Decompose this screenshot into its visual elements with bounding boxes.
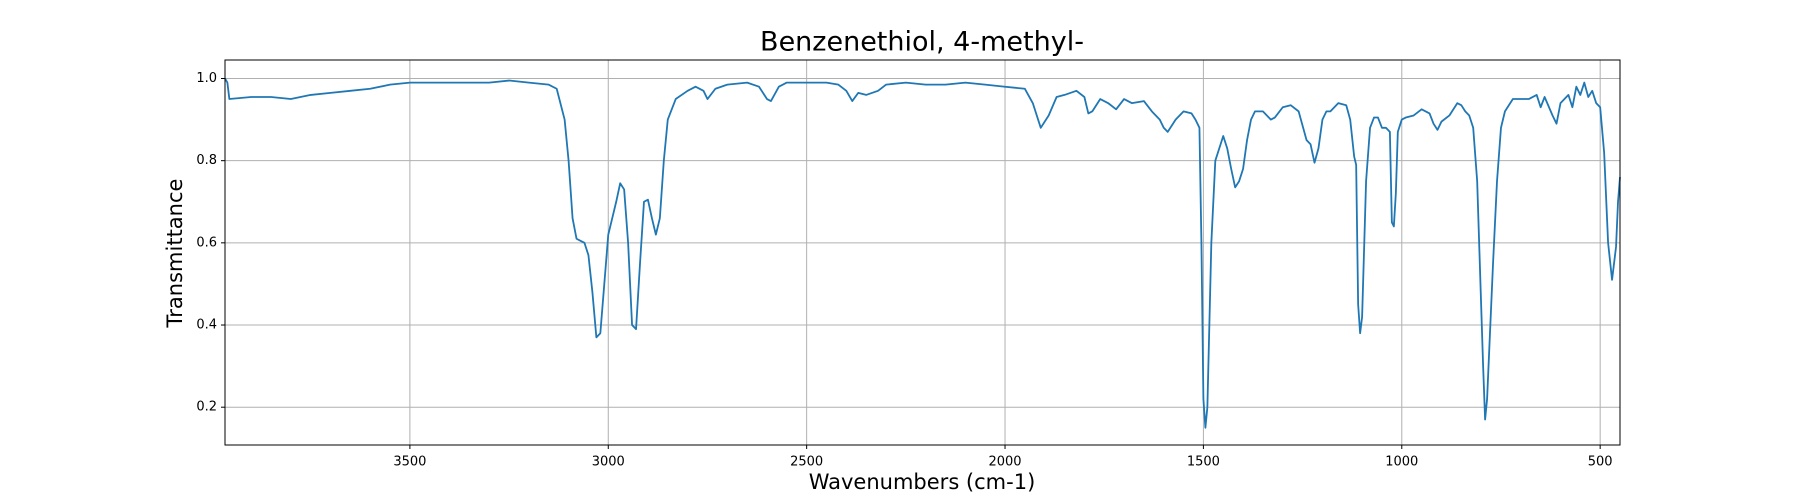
x-tick-label: 2500 — [790, 455, 823, 470]
x-tick-label: 3000 — [592, 455, 625, 470]
x-tick-label: 2000 — [988, 455, 1021, 470]
y-tick-label: 0.6 — [196, 235, 217, 250]
x-tick-label: 3500 — [393, 455, 426, 470]
x-tick-label: 500 — [1588, 455, 1613, 470]
x-axis-label: Wavenumbers (cm-1) — [809, 470, 1036, 494]
y-axis-label: Transmittance — [163, 179, 187, 329]
chart-title: Benzenethiol, 4-methyl- — [760, 27, 1084, 58]
x-tick-label: 1000 — [1385, 455, 1418, 470]
plot-frame — [224, 59, 1621, 446]
y-tick-label: 0.2 — [196, 400, 217, 415]
spectrum-line — [224, 78, 1621, 429]
x-tick-label: 1500 — [1187, 455, 1220, 470]
y-tick-label: 0.8 — [196, 153, 217, 168]
y-tick-label: 0.4 — [196, 318, 217, 333]
y-tick-label: 1.0 — [196, 71, 217, 86]
